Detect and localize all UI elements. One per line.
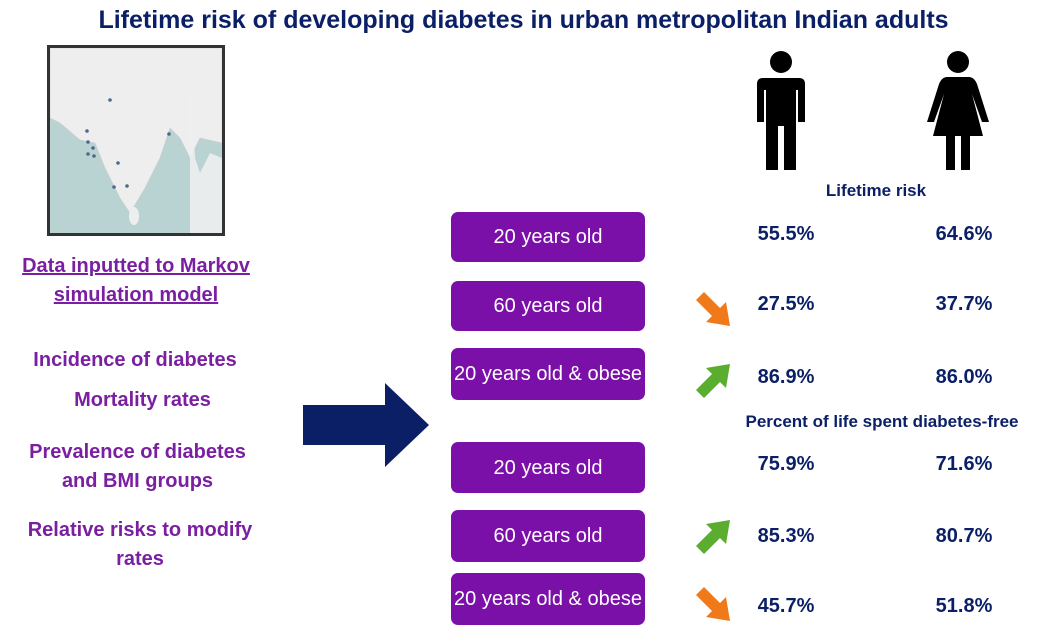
input-mortality: Mortality rates (74, 389, 211, 411)
down-arrow-icon (696, 292, 730, 326)
female-value: 71.6% (935, 453, 993, 475)
input-prevalence: Prevalence of diabetes and BMI groups (29, 441, 246, 492)
male-value: 85.3% (757, 525, 815, 547)
male-value: 27.5% (757, 293, 815, 315)
female-value: 64.6% (935, 223, 993, 245)
female-value: 51.8% (935, 595, 993, 617)
group-box-20-obese: 20 years old & obese (451, 573, 645, 625)
male-value: 55.5% (757, 223, 815, 245)
input-relative-risks: Relative risks to modify rates (27, 519, 253, 570)
male-value: 45.7% (757, 595, 815, 617)
female-value: 86.0% (935, 366, 993, 388)
right-arrow-icon (303, 383, 429, 467)
group-box-60: 60 years old (451, 281, 645, 331)
man-icon (757, 51, 805, 170)
female-value: 80.7% (935, 525, 993, 547)
female-value: 37.7% (935, 293, 993, 315)
lifetime-risk-header: Lifetime risk (825, 181, 927, 200)
up-arrow-icon (696, 364, 730, 398)
group-box-20-obese: 20 years old & obese (451, 348, 645, 400)
woman-icon (927, 51, 989, 170)
page-title: Lifetime risk of developing diabetes in … (98, 6, 949, 34)
group-box-20: 20 years old (451, 442, 645, 493)
down-arrow-icon (696, 587, 730, 621)
diabetes-free-header: Percent of life spent diabetes-free (745, 412, 1019, 431)
group-box-20: 20 years old (451, 212, 645, 262)
inputs-heading: Data inputted to Markov simulation model (22, 255, 250, 306)
group-box-60: 60 years old (451, 510, 645, 562)
up-arrow-icon (696, 520, 730, 554)
male-value: 75.9% (757, 453, 815, 475)
input-incidence: Incidence of diabetes (33, 349, 237, 371)
male-value: 86.9% (757, 366, 815, 388)
india-map (47, 45, 225, 236)
